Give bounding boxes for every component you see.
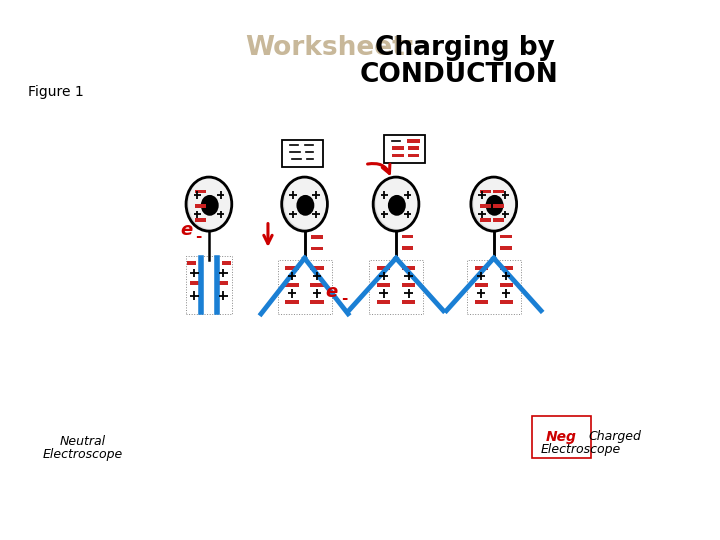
Bar xyxy=(282,140,323,167)
Bar xyxy=(474,266,488,269)
Bar xyxy=(474,300,488,303)
Ellipse shape xyxy=(187,177,233,230)
Bar xyxy=(500,246,512,249)
Ellipse shape xyxy=(487,196,503,215)
Ellipse shape xyxy=(374,177,419,230)
Ellipse shape xyxy=(282,177,328,231)
Bar xyxy=(369,260,423,314)
Ellipse shape xyxy=(282,177,328,231)
Text: Neutral: Neutral xyxy=(60,435,106,448)
Bar xyxy=(392,146,404,150)
Bar xyxy=(474,284,488,287)
FancyArrowPatch shape xyxy=(368,164,390,173)
Bar xyxy=(195,190,206,193)
Bar xyxy=(402,300,415,303)
Ellipse shape xyxy=(189,177,233,229)
Ellipse shape xyxy=(186,177,232,231)
Bar xyxy=(310,300,324,303)
Bar xyxy=(377,284,390,287)
Bar xyxy=(402,266,415,269)
Bar xyxy=(480,218,491,222)
Text: -: - xyxy=(341,292,348,307)
Bar xyxy=(285,266,299,269)
Bar xyxy=(285,284,299,287)
Bar xyxy=(402,284,415,287)
Ellipse shape xyxy=(471,177,517,231)
Bar xyxy=(500,300,513,303)
Bar xyxy=(467,260,521,314)
Bar xyxy=(190,281,199,285)
Bar xyxy=(392,154,404,157)
Bar xyxy=(493,190,504,193)
Ellipse shape xyxy=(284,177,328,230)
Bar xyxy=(493,218,504,222)
Text: Charged: Charged xyxy=(588,430,641,443)
Ellipse shape xyxy=(472,177,517,231)
Bar xyxy=(500,284,513,287)
Text: Charging by: Charging by xyxy=(375,35,555,61)
Ellipse shape xyxy=(474,177,518,229)
Bar xyxy=(480,190,491,193)
Ellipse shape xyxy=(375,177,420,230)
Bar xyxy=(408,139,420,143)
Bar xyxy=(408,154,419,157)
Ellipse shape xyxy=(473,177,517,230)
Bar xyxy=(187,261,196,265)
Bar xyxy=(493,204,504,208)
Ellipse shape xyxy=(297,196,313,215)
Bar xyxy=(285,300,299,303)
Text: e: e xyxy=(180,221,192,239)
Bar xyxy=(377,300,390,303)
Text: Figure 1: Figure 1 xyxy=(28,85,84,99)
Text: CONDUCTION: CONDUCTION xyxy=(360,62,559,88)
Ellipse shape xyxy=(202,196,217,215)
Bar xyxy=(186,256,232,314)
Ellipse shape xyxy=(389,196,405,215)
Bar xyxy=(408,146,419,150)
Bar xyxy=(311,247,323,251)
Bar xyxy=(277,260,332,314)
Ellipse shape xyxy=(186,177,232,231)
Text: -: - xyxy=(195,230,202,245)
Text: e: e xyxy=(325,283,338,301)
Bar xyxy=(311,235,323,239)
Bar xyxy=(480,204,491,208)
Text: Neg: Neg xyxy=(546,430,577,444)
Ellipse shape xyxy=(284,177,328,229)
Bar xyxy=(384,136,425,163)
Bar xyxy=(377,266,390,269)
Bar xyxy=(500,235,512,238)
Bar xyxy=(310,284,324,287)
Bar xyxy=(222,261,231,265)
Ellipse shape xyxy=(472,177,517,230)
Ellipse shape xyxy=(283,177,328,230)
Bar xyxy=(195,218,206,222)
Ellipse shape xyxy=(373,177,419,231)
Ellipse shape xyxy=(188,177,233,230)
Bar xyxy=(195,204,206,208)
Bar xyxy=(500,266,513,269)
Bar xyxy=(219,281,228,285)
Ellipse shape xyxy=(374,177,419,231)
Bar xyxy=(402,235,413,238)
Ellipse shape xyxy=(376,177,420,229)
Text: Electroscope: Electroscope xyxy=(42,448,123,461)
Bar xyxy=(310,266,324,269)
Text: Electroscope: Electroscope xyxy=(541,443,621,456)
Text: Worksheet:: Worksheet: xyxy=(245,35,415,61)
Bar xyxy=(402,246,413,249)
